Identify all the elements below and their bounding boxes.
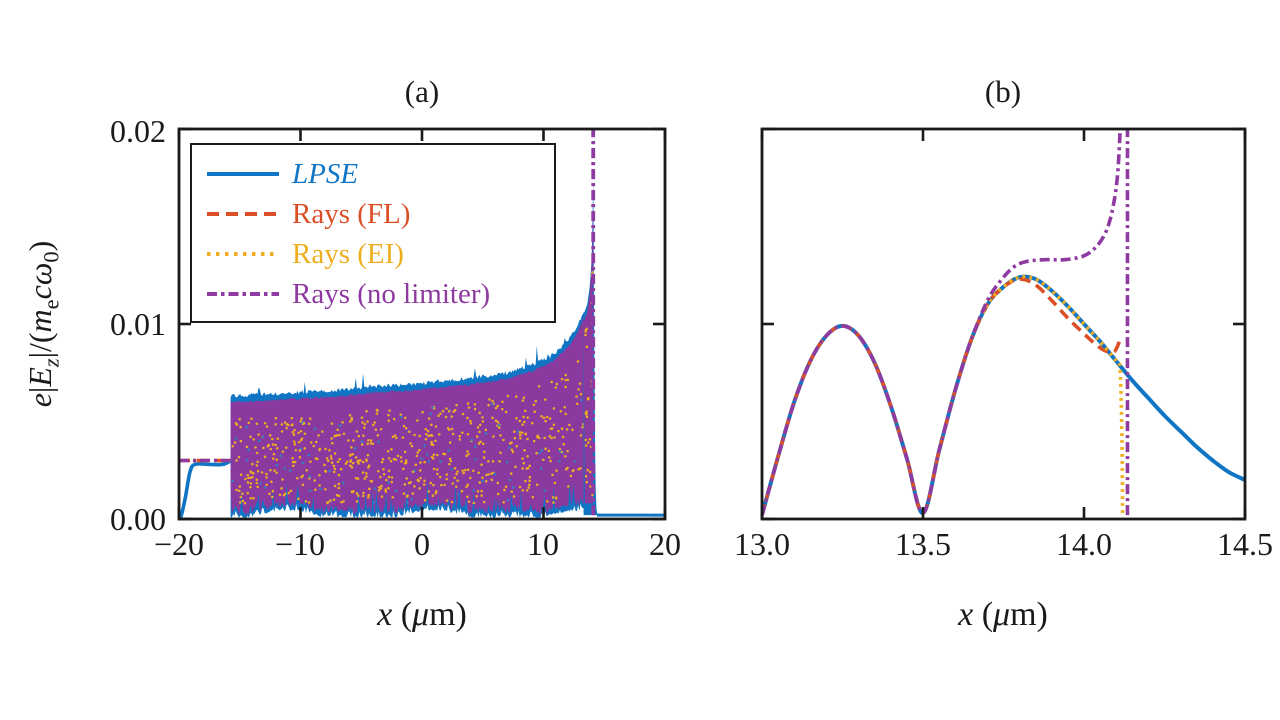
panel-b-xaxis-label: x (μm) bbox=[958, 596, 1048, 633]
legend-item-lpse: LPSE bbox=[207, 154, 554, 194]
xlabel-var: x bbox=[377, 596, 393, 633]
legend-line-sample-dashed bbox=[207, 211, 279, 217]
panel-a-title: (a) bbox=[404, 74, 440, 109]
legend-label-rays-fl: Rays (FL) bbox=[292, 197, 411, 230]
panel-a-xtick-m20: −20 bbox=[153, 526, 205, 562]
panel-b-xtick-135: 13.5 bbox=[895, 526, 951, 562]
panel-a-ytick-001: 0.01 bbox=[110, 306, 166, 342]
legend-item-rays-no-limiter: Rays (no limiter) bbox=[207, 274, 554, 314]
legend-box: LPSE Rays (FL) Rays (EI) Rays (no limite… bbox=[190, 143, 556, 323]
panel-b-title: (b) bbox=[984, 74, 1022, 109]
legend-item-rays-ei: Rays (EI) bbox=[207, 234, 554, 274]
panel-a-xtick-10: 10 bbox=[527, 526, 559, 562]
legend-label-lpse: LPSE bbox=[292, 157, 359, 190]
legend-line-sample-dotted bbox=[207, 251, 279, 257]
panel-b-xtick-145: 14.5 bbox=[1217, 526, 1273, 562]
panel-a-xaxis-label: x (μm) bbox=[377, 596, 467, 633]
legend-line-sample-dashdot bbox=[207, 291, 279, 297]
legend-item-rays-fl: Rays (FL) bbox=[207, 194, 554, 234]
panel-a-ytick-000: 0.00 bbox=[110, 501, 166, 537]
panel-a-xtick-0: 0 bbox=[414, 526, 430, 562]
legend-label-rays-no-limiter: Rays (no limiter) bbox=[292, 277, 491, 310]
panel-b-xtick-140: 14.0 bbox=[1056, 526, 1112, 562]
panel-a-xtick-20: 20 bbox=[649, 526, 681, 562]
y-axis-label: e|Ez|/(mecω0) bbox=[22, 240, 64, 408]
panel-a-xtick-m10: −10 bbox=[274, 526, 326, 562]
legend-line-sample-solid bbox=[207, 171, 279, 177]
panel-b-xtick-130: 13.0 bbox=[734, 526, 790, 562]
panel-a-ytick-002: 0.02 bbox=[110, 113, 166, 149]
legend-label-rays-ei: Rays (EI) bbox=[292, 237, 404, 270]
